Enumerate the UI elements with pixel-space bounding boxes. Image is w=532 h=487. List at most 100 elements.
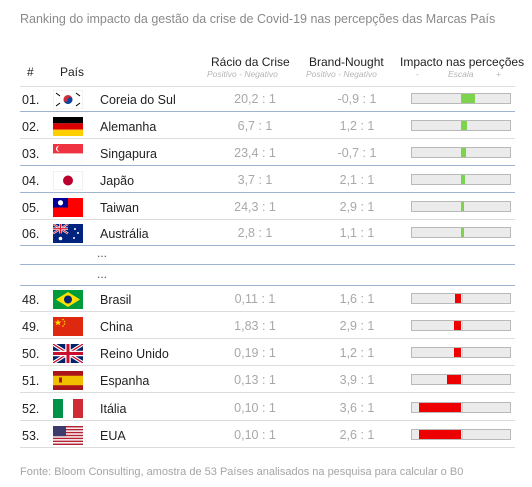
brand-nought-value: 1,1 : 1 bbox=[339, 226, 375, 240]
rank-label: 51. bbox=[22, 374, 40, 388]
table-row: 04. Japão 3,7 : 1 2,1 : 1 bbox=[20, 168, 515, 193]
impact-gauge-fill bbox=[461, 202, 464, 211]
table-row: 06. Austrália 2,8 : 1 1,1 : 1 bbox=[20, 221, 515, 246]
rank-label: 48. bbox=[22, 293, 40, 307]
flag-spain-icon bbox=[53, 371, 83, 390]
row-divider bbox=[20, 447, 515, 448]
crisis-ratio-value: 6,7 : 1 bbox=[237, 119, 273, 133]
impact-gauge bbox=[411, 147, 511, 158]
crisis-ratio-value: 3,7 : 1 bbox=[237, 173, 273, 187]
country-name: Singapura bbox=[100, 147, 157, 161]
crisis-ratio-value: 0,10 : 1 bbox=[234, 401, 276, 415]
row-divider bbox=[20, 165, 515, 166]
flag-germany-icon bbox=[53, 117, 83, 136]
row-divider bbox=[20, 420, 515, 421]
row-divider bbox=[20, 192, 515, 193]
crisis-ratio-value: 1,83 : 1 bbox=[234, 319, 276, 333]
row-divider bbox=[20, 338, 515, 339]
row-divider bbox=[20, 365, 515, 366]
impact-gauge-fill bbox=[461, 148, 466, 157]
flag-south-korea-icon bbox=[53, 90, 83, 109]
impact-gauge bbox=[411, 201, 511, 212]
country-name: Reino Unido bbox=[100, 347, 169, 361]
rank-label: 05. bbox=[22, 201, 40, 215]
header-impact: Impacto nas perceções bbox=[400, 55, 525, 69]
rank-label: 06. bbox=[22, 227, 40, 241]
table-row: 48. Brasil 0,11 : 1 1,6 : 1 bbox=[20, 287, 515, 312]
brand-nought-value: 2,9 : 1 bbox=[339, 200, 375, 214]
row-divider bbox=[20, 311, 515, 312]
rank-label: 53. bbox=[22, 429, 40, 443]
crisis-ratio-value: 0,19 : 1 bbox=[234, 346, 276, 360]
row-divider bbox=[20, 392, 515, 393]
country-name: Japão bbox=[100, 174, 135, 188]
header-brand: Brand-Nought bbox=[309, 55, 384, 69]
row-divider bbox=[20, 111, 515, 112]
header-ratio: Rácio da Crise bbox=[211, 55, 290, 69]
rank-label: 50. bbox=[22, 347, 40, 361]
table-row: 53. EUA 0,10 : 1 2,6 : 1 bbox=[20, 423, 515, 448]
impact-gauge-fill bbox=[454, 348, 461, 357]
impact-gauge-fill bbox=[461, 228, 464, 237]
impact-gauge bbox=[411, 402, 511, 413]
brand-nought-value: -0,9 : 1 bbox=[337, 92, 377, 106]
table-row: 01. Coreia do Sul 20,2 : 1 -0,9 : 1 bbox=[20, 87, 515, 112]
header-ratio-sub: Positivo - Negativo bbox=[207, 69, 278, 79]
flag-italy-icon bbox=[53, 399, 83, 418]
table-row: 50. Reino Unido 0,19 : 1 1,2 : 1 bbox=[20, 341, 515, 366]
chart-title: Ranking do impacto da gestão da crise de… bbox=[20, 12, 496, 26]
crisis-ratio-value: 0,11 : 1 bbox=[234, 292, 276, 306]
header-brand-sub: Positivo - Negativo bbox=[306, 69, 377, 79]
row-divider bbox=[20, 138, 515, 139]
brand-nought-value: 2,1 : 1 bbox=[339, 173, 375, 187]
table-row: 51. Espanha 0,13 : 1 3,9 : 1 bbox=[20, 368, 515, 393]
country-name: Taiwan bbox=[100, 201, 139, 215]
country-name: Austrália bbox=[100, 227, 149, 241]
flag-brazil-icon bbox=[53, 290, 83, 309]
brand-nought-value: 3,9 : 1 bbox=[339, 373, 375, 387]
impact-gauge-fill bbox=[455, 294, 461, 303]
table-row: 52. Itália 0,10 : 1 3,6 : 1 bbox=[20, 396, 515, 421]
impact-gauge bbox=[411, 93, 511, 104]
flag-usa-icon bbox=[53, 426, 83, 445]
section-divider bbox=[20, 86, 515, 87]
country-name: China bbox=[100, 320, 133, 334]
rank-label: 01. bbox=[22, 93, 40, 107]
row-divider bbox=[20, 245, 515, 246]
header-impact-plus: + bbox=[496, 69, 501, 79]
source-footer: Fonte: Bloom Consulting, amostra de 53 P… bbox=[20, 466, 464, 478]
rank-label: 02. bbox=[22, 120, 40, 134]
country-name: EUA bbox=[100, 429, 126, 443]
brand-nought-value: 1,6 : 1 bbox=[339, 292, 375, 306]
impact-gauge bbox=[411, 227, 511, 238]
flag-singapore-icon bbox=[53, 144, 83, 163]
flag-taiwan-icon bbox=[53, 198, 83, 217]
country-name: Brasil bbox=[100, 293, 132, 307]
rank-label: 03. bbox=[22, 147, 40, 161]
crisis-ratio-value: 0,13 : 1 bbox=[234, 373, 276, 387]
impact-gauge bbox=[411, 120, 511, 131]
impact-gauge-fill bbox=[454, 321, 461, 330]
impact-gauge bbox=[411, 374, 511, 385]
header-country: País bbox=[60, 65, 85, 79]
section-divider bbox=[20, 264, 515, 265]
header-rank: # bbox=[27, 65, 34, 79]
crisis-ratio-value: 23,4 : 1 bbox=[234, 146, 276, 160]
ellipsis-2: ... bbox=[97, 267, 108, 281]
impact-gauge-fill bbox=[461, 175, 465, 184]
brand-nought-value: -0,7 : 1 bbox=[337, 146, 377, 160]
impact-gauge bbox=[411, 174, 511, 185]
impact-gauge bbox=[411, 347, 511, 358]
impact-gauge-fill bbox=[447, 375, 461, 384]
brand-nought-value: 3,6 : 1 bbox=[339, 401, 375, 415]
row-divider bbox=[20, 219, 515, 220]
country-name: Alemanha bbox=[100, 120, 157, 134]
rank-label: 49. bbox=[22, 320, 40, 334]
country-name: Espanha bbox=[100, 374, 150, 388]
flag-uk-icon bbox=[53, 344, 83, 363]
header-impact-scale: Escala bbox=[448, 69, 474, 79]
brand-nought-value: 1,2 : 1 bbox=[339, 119, 375, 133]
brand-nought-value: 1,2 : 1 bbox=[339, 346, 375, 360]
flag-japan-icon bbox=[53, 171, 83, 190]
table-row: 02. Alemanha 6,7 : 1 1,2 : 1 bbox=[20, 114, 515, 139]
